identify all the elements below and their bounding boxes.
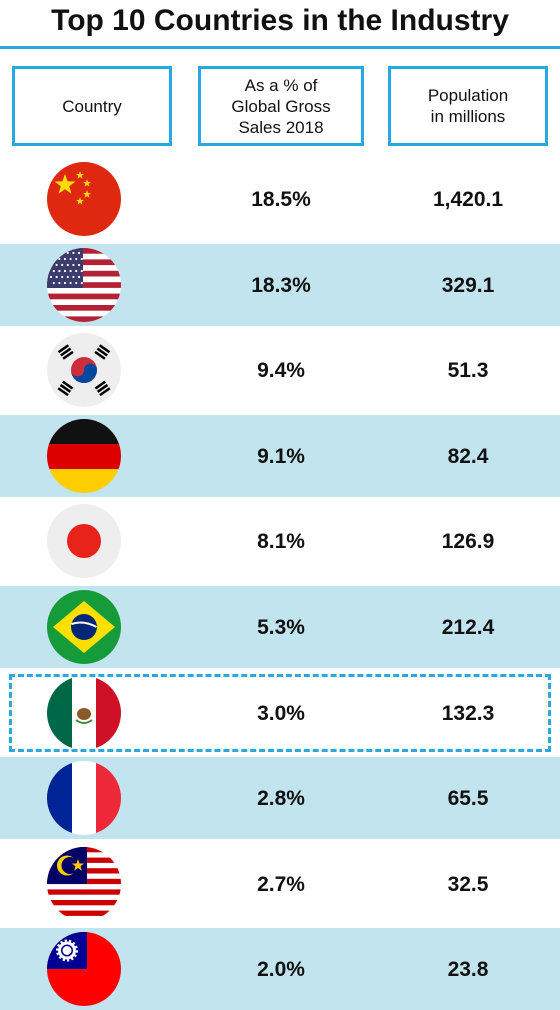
malaysia-flag-icon	[47, 847, 121, 921]
share-value: 18.5%	[251, 188, 311, 211]
france-flag-icon	[47, 761, 121, 835]
taiwan-flag-icon	[47, 932, 121, 1006]
population-value: 82.4	[447, 445, 489, 468]
header-share: As a % of Global Gross Sales 2018	[198, 66, 364, 146]
table-row: 2.8% 65.5	[0, 757, 560, 839]
table-row: 18.3% 329.1	[0, 244, 560, 326]
share-value: 9.1%	[257, 445, 305, 468]
header-country: Country	[12, 66, 172, 146]
population-value: 132.3	[441, 702, 495, 725]
table-row: 9.1% 82.4	[0, 415, 560, 497]
header-share-label: As a % of Global Gross Sales 2018	[231, 75, 331, 137]
table-row: 3.0% 132.3	[0, 672, 560, 754]
china-flag-icon	[47, 162, 121, 236]
population-value: 51.3	[447, 359, 489, 382]
share-value: 5.3%	[257, 616, 305, 639]
japan-flag-icon	[47, 504, 121, 578]
mexico-flag-icon	[47, 676, 121, 750]
title-divider	[0, 46, 560, 49]
share-value: 18.3%	[251, 274, 311, 297]
share-value: 2.7%	[257, 873, 305, 896]
table-row: 8.1% 126.9	[0, 500, 560, 582]
usa-flag-icon	[47, 248, 121, 322]
population-value: 23.8	[447, 958, 489, 981]
population-value: 65.5	[447, 787, 489, 810]
header-population-label: Population in millions	[427, 86, 509, 126]
brazil-flag-icon	[47, 590, 121, 664]
south-korea-flag-icon	[47, 333, 121, 407]
population-value: 212.4	[441, 616, 495, 639]
population-value: 1,420.1	[432, 188, 504, 211]
header-population: Population in millions	[388, 66, 548, 146]
population-value: 329.1	[441, 274, 495, 297]
share-value: 3.0%	[257, 702, 305, 725]
germany-flag-icon	[47, 419, 121, 493]
share-value: 2.8%	[257, 787, 305, 810]
share-value: 8.1%	[257, 530, 305, 553]
table-row: 2.0% 23.8	[0, 928, 560, 1010]
share-value: 9.4%	[257, 359, 305, 382]
population-value: 32.5	[447, 873, 489, 896]
table-row: 2.7% 32.5	[0, 843, 560, 925]
table-row: 9.4% 51.3	[0, 329, 560, 411]
table-row: 18.5% 1,420.1	[0, 158, 560, 240]
share-value: 2.0%	[257, 958, 305, 981]
header-country-label: Country	[62, 96, 122, 116]
page-title: Top 10 Countries in the Industry	[51, 4, 509, 37]
population-value: 126.9	[441, 530, 495, 553]
table-row: 5.3% 212.4	[0, 586, 560, 668]
